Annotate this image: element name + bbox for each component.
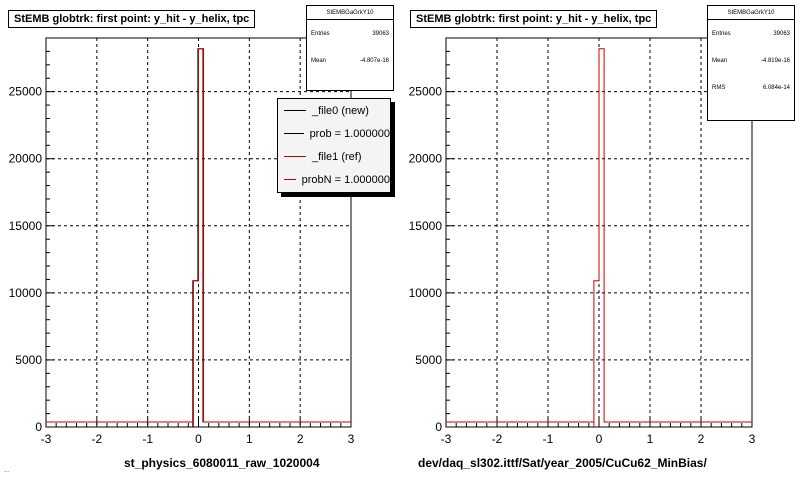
- legend-swatch: [284, 179, 296, 180]
- legend-swatch: [284, 156, 306, 157]
- legend-entry: _file1 (ref): [278, 145, 390, 168]
- pad2-stats-row: RMS 6.084e-14: [708, 74, 794, 101]
- pad2-y-tick-label: 25000: [409, 85, 443, 99]
- pad1-x-tick-label: -1: [142, 432, 153, 446]
- pad1-x-tick-label: 0: [195, 432, 202, 446]
- pad2-y-tick-label: 0: [435, 420, 442, 434]
- legend-entry: _file0 (new): [278, 99, 390, 122]
- pad1-y-tick-label: 5000: [15, 353, 42, 367]
- pad2-x-caption: dev/daq_sl302.ittf/Sat/year_2005/CuCu62_…: [418, 456, 707, 470]
- stats-value: 39063: [773, 30, 790, 37]
- legend-label: prob = 1.000000: [309, 127, 390, 140]
- pad1-x-tick-label: 2: [297, 432, 304, 446]
- legend-entry: probN = 1.000000: [278, 168, 390, 191]
- pad1-x-tick-label: 1: [246, 432, 253, 446]
- stats-label: Mean: [712, 57, 728, 64]
- pad1-stats-name: StEMBGaGrkY10: [307, 6, 393, 20]
- pad2-x-tick-label: -2: [492, 432, 503, 446]
- pad2-y-tick-label: 20000: [409, 152, 443, 166]
- pad2-x-tick-label: 2: [698, 432, 705, 446]
- pad1-y-tick-label: 15000: [9, 219, 43, 233]
- stats-label: Mean: [311, 57, 327, 64]
- pad2-x-tick-label: 3: [749, 432, 756, 446]
- pad1-y-tick-label: 0: [35, 420, 42, 434]
- legend-label: probN = 1.000000: [301, 173, 390, 186]
- legend-label: _file0 (new): [312, 104, 369, 117]
- stats-label: RMS: [712, 84, 726, 91]
- pad2-x-tick-label: -1: [543, 432, 554, 446]
- stats-value: -4.807e-16: [359, 57, 389, 64]
- pad2-stats-row: Entries 39063: [708, 20, 794, 47]
- pad1-stats-row: Mean -4.807e-16: [307, 47, 393, 74]
- stats-label: Entries: [712, 30, 731, 37]
- stats-value: -4.819e-16: [760, 57, 790, 64]
- pad1-x-tick-label: 3: [348, 432, 355, 446]
- footer-text: ...: [4, 468, 10, 474]
- pad2-y-tick-label: 5000: [415, 353, 442, 367]
- pad1-series-1: [46, 48, 351, 423]
- legend-entry: prob = 1.000000: [278, 122, 390, 145]
- pad1-x-tick-label: -3: [41, 432, 52, 446]
- pad2-title: StEMB globtrk: first point: y_hit - y_he…: [410, 10, 658, 28]
- stats-label: Entries: [311, 30, 330, 37]
- pad2-stats-box: StEMBGaGrkY10 Entries 39063 Mean -4.819e…: [707, 5, 795, 121]
- pad1-stats-box: StEMBGaGrkY10 Entries 39063 Mean -4.807e…: [306, 5, 394, 91]
- pad1-y-tick-label: 10000: [9, 286, 43, 300]
- pad2-stats-name: StEMBGaGrkY10: [708, 6, 794, 20]
- pad2-stats-row: Mean -4.819e-16: [708, 47, 794, 74]
- legend-label: _file1 (ref): [312, 150, 362, 163]
- pad1-series-0: [46, 48, 351, 423]
- pad1-y-tick-label: 20000: [9, 152, 43, 166]
- stats-value: 6.084e-14: [762, 84, 790, 91]
- pad1-legend: _file0 (new) prob = 1.000000 _file1 (ref…: [277, 98, 391, 193]
- pad1-title: StEMB globtrk: first point: y_hit - y_he…: [8, 10, 256, 28]
- pad2-series-0: [446, 48, 752, 423]
- legend-swatch: [284, 133, 304, 134]
- pad2-x-tick-label: -3: [441, 432, 452, 446]
- pad1-y-tick-label: 25000: [9, 85, 43, 99]
- pad2-x-tick-label: 1: [647, 432, 654, 446]
- pad2-x-tick-label: 0: [596, 432, 603, 446]
- pad1-x-tick-label: -2: [91, 432, 102, 446]
- legend-swatch: [284, 110, 306, 111]
- stats-value: 39063: [372, 30, 389, 37]
- pad1-x-caption: st_physics_6080011_raw_1020004: [124, 456, 320, 470]
- pad2-y-tick-label: 10000: [409, 286, 443, 300]
- pad2-y-tick-label: 15000: [409, 219, 443, 233]
- pad1-stats-row: Entries 39063: [307, 20, 393, 47]
